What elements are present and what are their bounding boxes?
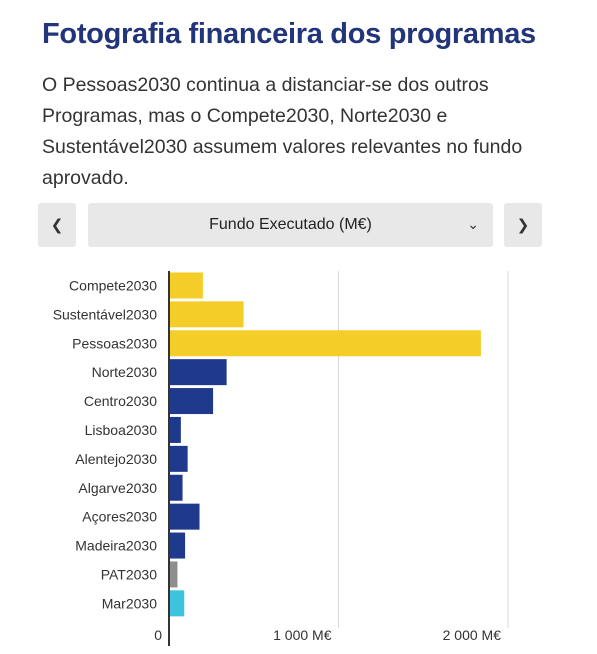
page-subtitle: O Pessoas2030 continua a distanciar-se d… [42, 74, 523, 189]
category-label: Pessoas2030 [72, 335, 157, 351]
bar [169, 416, 181, 443]
x-tick-label: 2 000 M€ [443, 627, 502, 643]
x-tick-label: 1 000 M€ [273, 627, 332, 643]
chevron-left-icon: ❮ [50, 217, 64, 234]
next-button[interactable]: ❯ [504, 203, 542, 247]
category-label: Algarve2030 [78, 480, 157, 496]
bar [169, 590, 185, 617]
category-label: Alentejo2030 [75, 451, 157, 467]
bar [169, 561, 178, 588]
category-label: Mar2030 [102, 595, 157, 611]
bar [169, 388, 214, 415]
previous-button[interactable]: ❮ [38, 203, 76, 247]
x-tick-label: 0 [154, 627, 162, 643]
category-label: PAT2030 [101, 566, 158, 582]
category-label: Centro2030 [84, 393, 157, 409]
metric-select-value: Fundo Executado (M€) [209, 216, 372, 233]
bar-chart: Compete2030 Sustentável2030 Pessoas2030 Nor… [53, 271, 509, 646]
bar [169, 359, 227, 386]
category-label: Sustentável2030 [53, 306, 158, 322]
category-label: Madeira2030 [75, 538, 157, 554]
category-label: Açores2030 [82, 509, 157, 525]
category-label: Compete2030 [69, 277, 157, 293]
page-title: Fotografia financeira dos programas [42, 18, 536, 50]
bar [169, 272, 203, 299]
bar [169, 445, 188, 472]
bar [169, 503, 200, 530]
category-label: Norte2030 [92, 364, 158, 380]
category-label: Lisboa2030 [85, 422, 158, 438]
bar [169, 532, 186, 559]
bar [169, 474, 183, 501]
chevron-right-icon: ❯ [516, 217, 530, 234]
metric-select[interactable]: Fundo Executado (M€) ⌄ [88, 203, 493, 247]
bar [169, 301, 244, 328]
bar [169, 330, 481, 357]
chevron-down-icon: ⌄ [467, 216, 479, 232]
